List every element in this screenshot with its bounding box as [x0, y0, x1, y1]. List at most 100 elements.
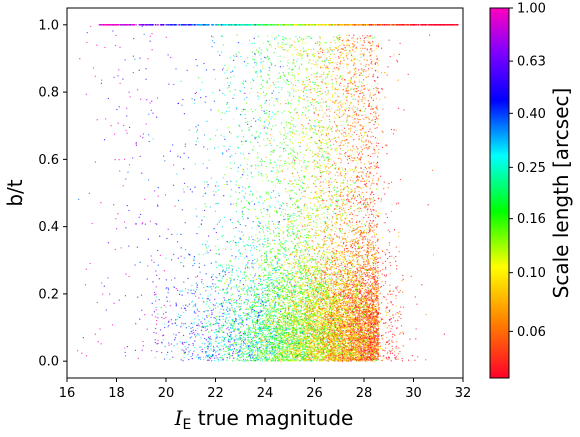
data-point — [266, 119, 268, 121]
data-point — [378, 307, 380, 309]
data-point — [340, 148, 342, 150]
data-point — [364, 65, 367, 67]
data-point — [184, 345, 186, 348]
data-point — [316, 296, 319, 298]
data-point — [315, 334, 318, 336]
data-point — [229, 162, 231, 164]
data-point — [343, 135, 345, 138]
data-point — [269, 324, 271, 326]
data-point — [194, 92, 196, 95]
data-point — [220, 280, 223, 282]
data-point — [198, 226, 200, 228]
data-point — [300, 279, 302, 281]
data-point — [268, 331, 270, 333]
data-point — [247, 186, 250, 188]
data-point — [264, 297, 267, 299]
data-point — [275, 278, 277, 280]
data-point — [300, 178, 303, 180]
data-point — [273, 235, 276, 237]
data-point — [211, 313, 213, 316]
data-point — [328, 184, 330, 187]
data-point — [377, 139, 379, 141]
data-point — [336, 323, 339, 325]
data-point — [365, 139, 367, 141]
data-point — [343, 78, 346, 81]
data-point — [399, 332, 402, 334]
data-point — [367, 141, 370, 144]
data-point — [265, 99, 268, 102]
data-point — [306, 228, 308, 230]
data-point — [334, 285, 337, 287]
data-point — [228, 264, 230, 266]
data-point — [287, 342, 290, 344]
data-point — [256, 91, 259, 94]
data-point — [285, 162, 287, 164]
data-point — [214, 147, 216, 149]
data-point — [243, 61, 246, 63]
data-point — [210, 344, 212, 346]
data-point — [352, 180, 354, 182]
data-point — [443, 333, 446, 335]
data-point — [291, 54, 294, 56]
data-point — [317, 50, 319, 53]
data-point — [277, 289, 280, 291]
data-point — [269, 307, 271, 309]
data-point — [322, 239, 325, 242]
data-point — [182, 265, 185, 267]
data-point — [367, 116, 369, 118]
data-point — [218, 272, 221, 275]
data-point — [338, 34, 340, 36]
data-point — [369, 167, 371, 169]
data-point — [312, 282, 314, 284]
data-point — [323, 228, 326, 230]
data-point — [395, 345, 397, 347]
data-point — [277, 312, 280, 314]
data-point — [307, 286, 309, 288]
data-point — [279, 103, 282, 105]
data-point — [342, 135, 345, 137]
data-point — [384, 222, 386, 224]
data-point — [260, 61, 263, 63]
data-point — [368, 89, 370, 92]
data-point — [235, 284, 238, 286]
data-point — [324, 91, 327, 93]
data-point — [397, 358, 399, 360]
data-point — [249, 347, 251, 349]
data-point — [308, 236, 310, 238]
data-point — [90, 25, 92, 28]
data-point — [212, 345, 215, 348]
data-point — [288, 95, 291, 97]
data-point — [336, 247, 338, 249]
data-point — [308, 78, 310, 81]
data-point — [215, 286, 218, 288]
data-point — [225, 269, 227, 271]
data-point — [368, 174, 370, 176]
data-point — [250, 171, 252, 173]
data-point — [354, 181, 357, 183]
data-point — [365, 214, 367, 216]
data-point — [163, 358, 166, 360]
data-point — [324, 142, 326, 145]
data-point — [268, 122, 270, 124]
data-point — [266, 357, 269, 359]
data-point — [370, 210, 372, 212]
data-point — [290, 106, 292, 108]
data-point — [341, 129, 343, 131]
data-point — [346, 358, 348, 360]
data-point — [107, 97, 110, 100]
data-point — [288, 314, 291, 316]
data-point — [343, 241, 345, 244]
data-point — [288, 190, 290, 192]
data-point — [299, 68, 301, 71]
data-point — [248, 39, 251, 41]
data-point — [281, 170, 283, 173]
data-point — [349, 47, 352, 49]
data-point — [319, 119, 321, 122]
data-point — [309, 149, 311, 152]
data-point — [218, 110, 220, 112]
data-point — [243, 285, 245, 287]
data-point — [301, 40, 303, 42]
data-point — [328, 118, 330, 121]
data-point — [230, 248, 232, 250]
data-point — [254, 239, 256, 241]
